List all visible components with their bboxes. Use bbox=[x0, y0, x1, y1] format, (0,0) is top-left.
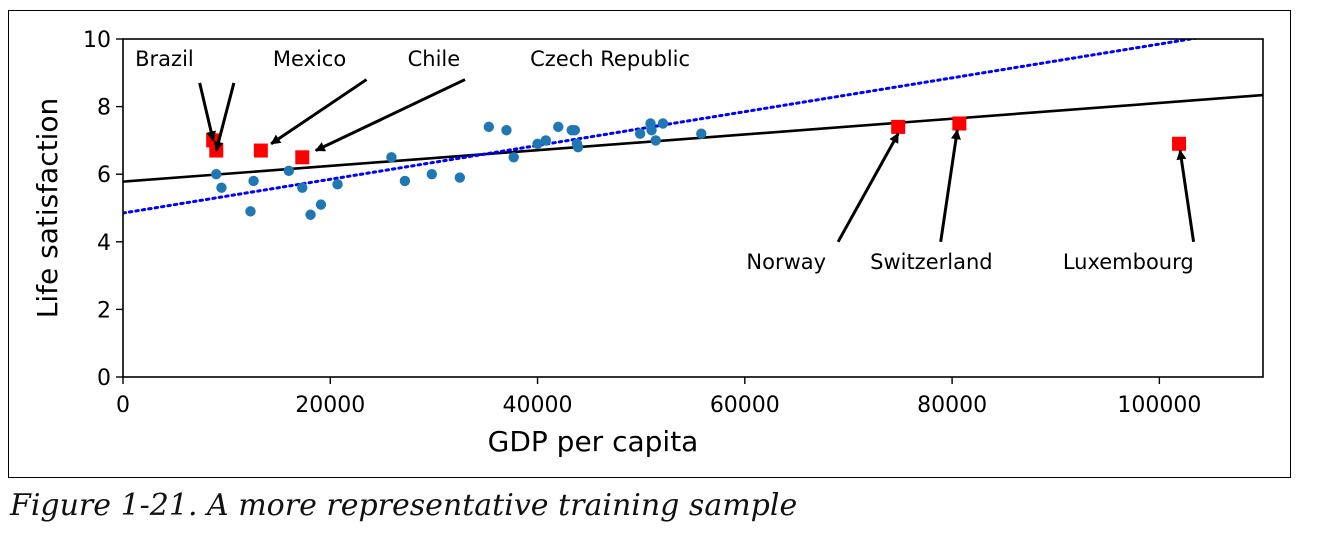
data-point bbox=[532, 138, 543, 149]
data-point bbox=[657, 118, 669, 129]
annotation-arrow bbox=[314, 78, 466, 152]
data-point bbox=[399, 175, 411, 187]
figure-caption: Figure 1-21. A more representative train… bbox=[10, 488, 798, 523]
data-point bbox=[569, 125, 581, 136]
data-point bbox=[696, 128, 707, 139]
annotation-label: Mexico bbox=[273, 47, 346, 71]
annotation-arrow bbox=[198, 82, 216, 142]
data-point bbox=[572, 141, 584, 153]
data-point bbox=[650, 135, 661, 146]
x-tick-label: 0 bbox=[116, 393, 130, 418]
y-tick-label: 2 bbox=[97, 298, 111, 323]
annotation-label: Czech Republic bbox=[530, 47, 690, 71]
data-point bbox=[245, 206, 256, 217]
highlight-point bbox=[1172, 136, 1187, 151]
data-point bbox=[315, 199, 327, 210]
annotation-label: Chile bbox=[408, 47, 461, 71]
annotation-label: Luxembourg bbox=[1063, 250, 1194, 274]
data-point bbox=[508, 152, 519, 163]
plot-border bbox=[122, 38, 1264, 378]
data-point bbox=[483, 121, 495, 133]
data-point bbox=[297, 182, 308, 193]
x-tick-label: 40000 bbox=[503, 393, 573, 418]
annotation-arrow bbox=[939, 129, 961, 243]
fit-lines bbox=[123, 39, 1263, 215]
life-satisfaction-chart: Brazil Mexico Chile Czech Republic Norway Swi… bbox=[31, 28, 1264, 458]
data-point bbox=[646, 125, 657, 136]
highlight-point bbox=[952, 116, 967, 131]
data-point bbox=[211, 169, 222, 180]
highlight-point bbox=[295, 150, 310, 165]
figure-frame: Brazil Mexico Chile Czech Republic Norway Swi… bbox=[8, 10, 1291, 478]
data-point bbox=[634, 128, 646, 139]
annotation-label: Brazil bbox=[135, 47, 194, 71]
annotation-label: Norway bbox=[746, 250, 826, 274]
data-point bbox=[386, 152, 397, 163]
data-point bbox=[540, 135, 552, 146]
y-tick-label: 6 bbox=[97, 163, 111, 188]
y-tick-label: 8 bbox=[97, 96, 111, 121]
x-tick-label: 60000 bbox=[710, 393, 780, 418]
data-point bbox=[305, 209, 316, 220]
data-point bbox=[426, 169, 438, 180]
axes: 0 20000 40000 60000 80000 100000 0 2 4 6 8 10 GDP pe… bbox=[31, 28, 1264, 458]
data-point bbox=[553, 121, 564, 133]
data-point bbox=[248, 175, 259, 187]
data-point bbox=[501, 125, 512, 136]
annotation-arrow bbox=[836, 132, 900, 243]
annotation-arrow bbox=[213, 82, 236, 152]
y-tick-label: 4 bbox=[97, 231, 111, 256]
x-tick-label: 20000 bbox=[295, 393, 365, 418]
data-point bbox=[454, 172, 466, 183]
data-point bbox=[283, 165, 295, 177]
y-tick-label: 0 bbox=[97, 366, 111, 391]
annotation-arrow bbox=[270, 78, 368, 146]
highlight-point bbox=[891, 119, 906, 134]
data-point bbox=[332, 179, 343, 190]
x-tick-label: 80000 bbox=[917, 393, 987, 418]
y-tick-label: 10 bbox=[83, 28, 111, 53]
annotation-arrow bbox=[1176, 149, 1196, 243]
data-point bbox=[216, 182, 227, 193]
highlight-point bbox=[253, 143, 268, 158]
fit-line-solid bbox=[123, 93, 1263, 183]
annotations: Brazil Mexico Chile Czech Republic Norway Swi… bbox=[135, 47, 1196, 274]
x-tick-label: 100000 bbox=[1117, 393, 1201, 418]
fit-line-dotted bbox=[123, 39, 1200, 215]
x-axis-label: GDP per capita bbox=[488, 425, 699, 458]
annotation-label: Switzerland bbox=[870, 250, 993, 274]
y-axis-label: Life satisfaction bbox=[31, 98, 64, 319]
